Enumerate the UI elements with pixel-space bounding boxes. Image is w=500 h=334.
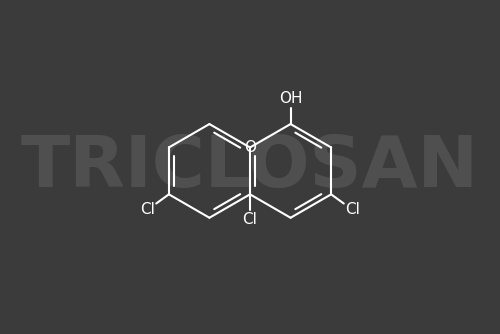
Text: O: O [244, 140, 256, 155]
Text: Cl: Cl [345, 202, 360, 217]
Text: Cl: Cl [140, 202, 155, 217]
Text: Cl: Cl [242, 212, 258, 227]
Text: TRICLOSAN: TRICLOSAN [21, 133, 479, 201]
Text: TRICLOSAN: TRICLOSAN [21, 133, 479, 201]
Text: OH: OH [279, 91, 302, 106]
